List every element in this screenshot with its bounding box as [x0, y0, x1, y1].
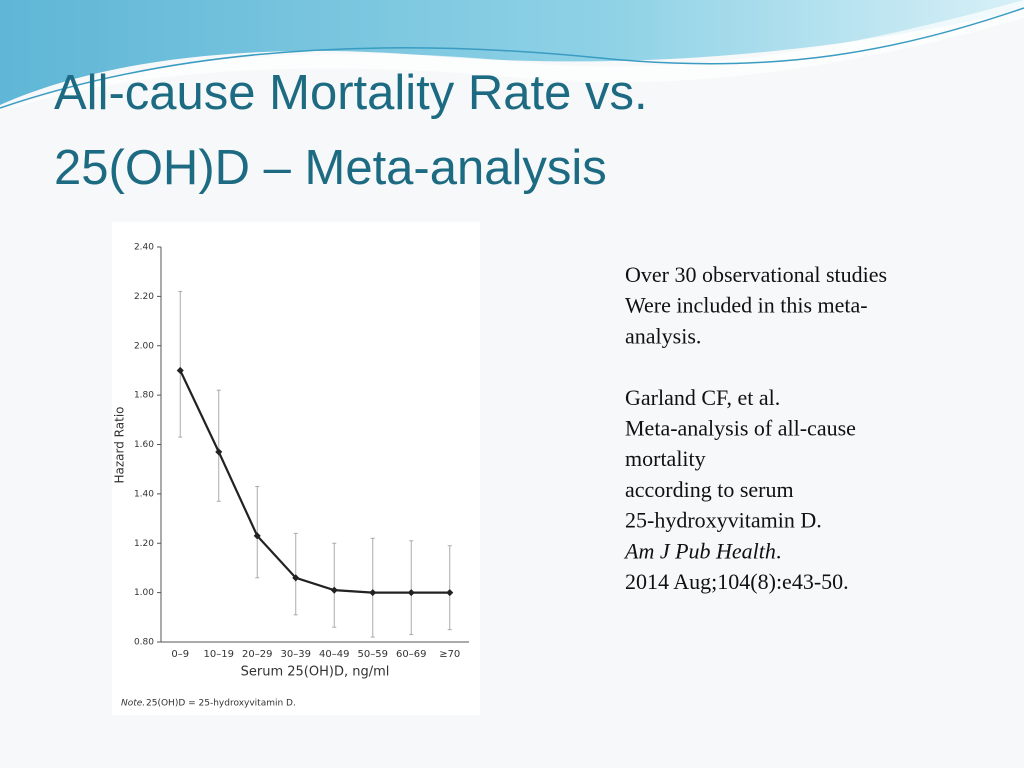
- note-label: Note.: [121, 699, 145, 709]
- point: [330, 586, 338, 594]
- y-tick-label: 1.20: [134, 539, 154, 549]
- point: [215, 448, 223, 456]
- point: [446, 589, 454, 597]
- chart-panel: [112, 222, 480, 715]
- note-text: according to serum: [625, 477, 794, 502]
- note-text: analysis.: [625, 323, 701, 348]
- header-swoosh: [0, 0, 1024, 112]
- note-text: mortality: [625, 446, 706, 471]
- note-text: Over 30 observational studies: [625, 262, 887, 287]
- y-tick-label: 1.60: [134, 440, 154, 450]
- point: [176, 366, 184, 374]
- x-axis-label: Serum 25(OH)D, ng/ml: [241, 665, 390, 680]
- journal-end: .: [776, 538, 782, 563]
- x-tick-label: 10–19: [204, 649, 234, 660]
- y-tick-label: 2.20: [134, 292, 154, 302]
- journal: Am J Pub Health: [623, 538, 776, 563]
- x-tick-label: ≥70: [439, 649, 460, 660]
- point: [407, 589, 415, 597]
- header-line: [0, 7, 1024, 109]
- y-axis-label: Hazard Ratio: [113, 407, 127, 484]
- y-tick-label: 0.80: [134, 638, 154, 648]
- y-tick-label: 1.80: [134, 391, 154, 401]
- x-tick-label: 0–9: [171, 649, 189, 660]
- note-text: Garland CF, et al.: [625, 385, 780, 410]
- point: [292, 574, 300, 582]
- y-tick-label: 1.00: [134, 588, 154, 598]
- y-tick-label: 1.40: [134, 489, 154, 499]
- x-tick-label: 40–49: [319, 649, 349, 660]
- citation: 2014 Aug;104(8):e43-50.: [625, 569, 849, 594]
- chart-note: 25(OH)D = 25-hydroxyvitamin D.: [146, 699, 296, 709]
- y-tick-label: 2.00: [134, 341, 154, 351]
- x-tick-label: 60–69: [396, 649, 426, 660]
- note-text: Meta-analysis of all-cause: [625, 416, 856, 441]
- x-tick-label: 20–29: [242, 649, 272, 660]
- slide-title: 25(OH)D – Meta-analysis: [54, 141, 607, 195]
- y-tick-label: 2.40: [134, 243, 154, 253]
- note-text: 25-hydroxyvitamin D.: [625, 508, 822, 533]
- line: [179, 369, 450, 594]
- x-tick-label: 50–59: [358, 649, 388, 660]
- point: [253, 532, 261, 540]
- point: [369, 589, 377, 597]
- x-tick-label: 30–39: [281, 649, 311, 660]
- slide-title: All-cause Mortality Rate vs.: [54, 66, 648, 120]
- note-text: Were included in this meta-: [625, 293, 868, 318]
- header-swoosh: [0, 0, 1024, 105]
